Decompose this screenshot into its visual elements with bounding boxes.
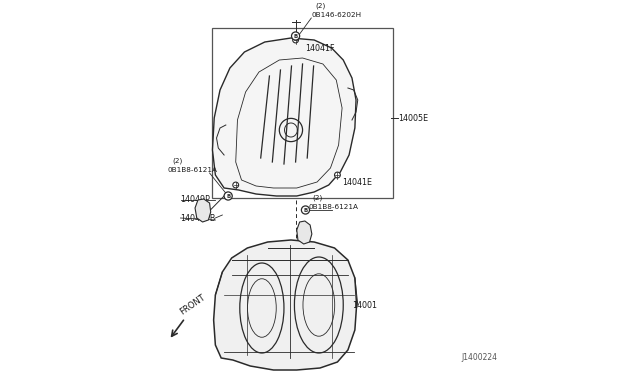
Circle shape bbox=[292, 37, 298, 43]
Circle shape bbox=[224, 192, 232, 200]
Text: 14049PB: 14049PB bbox=[180, 214, 216, 222]
Text: (2): (2) bbox=[172, 157, 182, 164]
Text: B: B bbox=[294, 33, 298, 38]
Polygon shape bbox=[195, 199, 211, 222]
Text: 14001: 14001 bbox=[352, 301, 377, 310]
Text: 0B146-6202H: 0B146-6202H bbox=[311, 12, 362, 18]
Text: (2): (2) bbox=[316, 2, 326, 9]
Text: 14049P: 14049P bbox=[180, 196, 211, 205]
Polygon shape bbox=[212, 38, 356, 196]
Text: 0B1B8-6121A: 0B1B8-6121A bbox=[308, 204, 358, 210]
Bar bbox=[212, 28, 393, 198]
Circle shape bbox=[291, 32, 300, 40]
Circle shape bbox=[301, 206, 310, 214]
Text: B: B bbox=[303, 208, 308, 212]
Text: 14041F: 14041F bbox=[305, 44, 335, 52]
Circle shape bbox=[335, 172, 340, 178]
Text: 0B1B8-6121A: 0B1B8-6121A bbox=[168, 167, 218, 173]
Text: FRONT: FRONT bbox=[178, 293, 207, 317]
Text: B: B bbox=[226, 193, 230, 199]
Circle shape bbox=[233, 182, 239, 188]
Text: 14005E: 14005E bbox=[399, 113, 429, 122]
Polygon shape bbox=[297, 221, 312, 244]
Text: J1400224: J1400224 bbox=[461, 353, 497, 362]
Text: 14041E: 14041E bbox=[342, 177, 372, 186]
Polygon shape bbox=[214, 240, 356, 370]
Text: (2): (2) bbox=[313, 194, 323, 201]
